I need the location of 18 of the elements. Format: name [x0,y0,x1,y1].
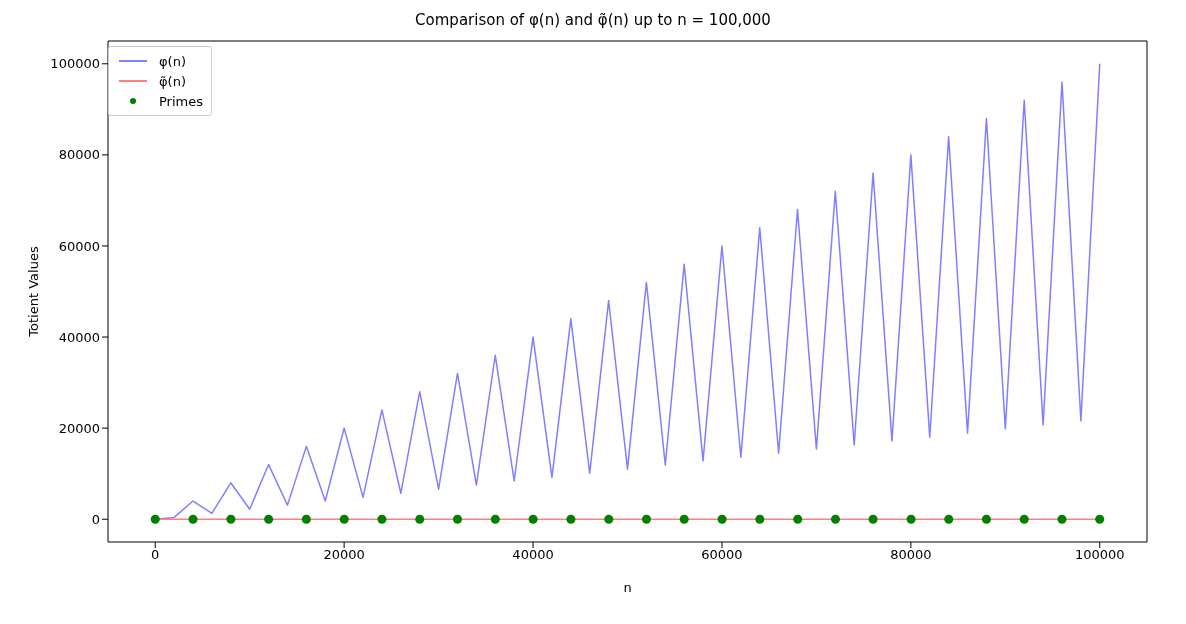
legend-label: φ(n) [159,53,186,69]
x-axis-title: n [623,580,632,595]
y-tick-label: 100000 [50,56,100,72]
y-tick-label: 80000 [58,147,100,163]
legend-label: φ̃(n) [159,73,186,89]
x-tick-label: 100000 [1074,547,1125,563]
x-tick-label: 60000 [701,547,743,563]
y-tick-label: 60000 [58,238,100,254]
chart-title: Comparison of φ(n) and φ̃(n) up to n = 100,000 [414,10,772,31]
y-tick-label: 20000 [58,420,100,436]
y-tick-label: 40000 [58,329,100,345]
x-tick-label: 0 [151,547,160,563]
x-tick-label: 40000 [512,547,554,563]
legend-label: Primes [159,93,204,109]
y-tick-label: 0 [91,511,100,527]
y-axis-title: Totient Values [25,246,41,338]
x-tick-label: 20000 [323,547,365,563]
x-tick-label: 80000 [890,547,932,563]
